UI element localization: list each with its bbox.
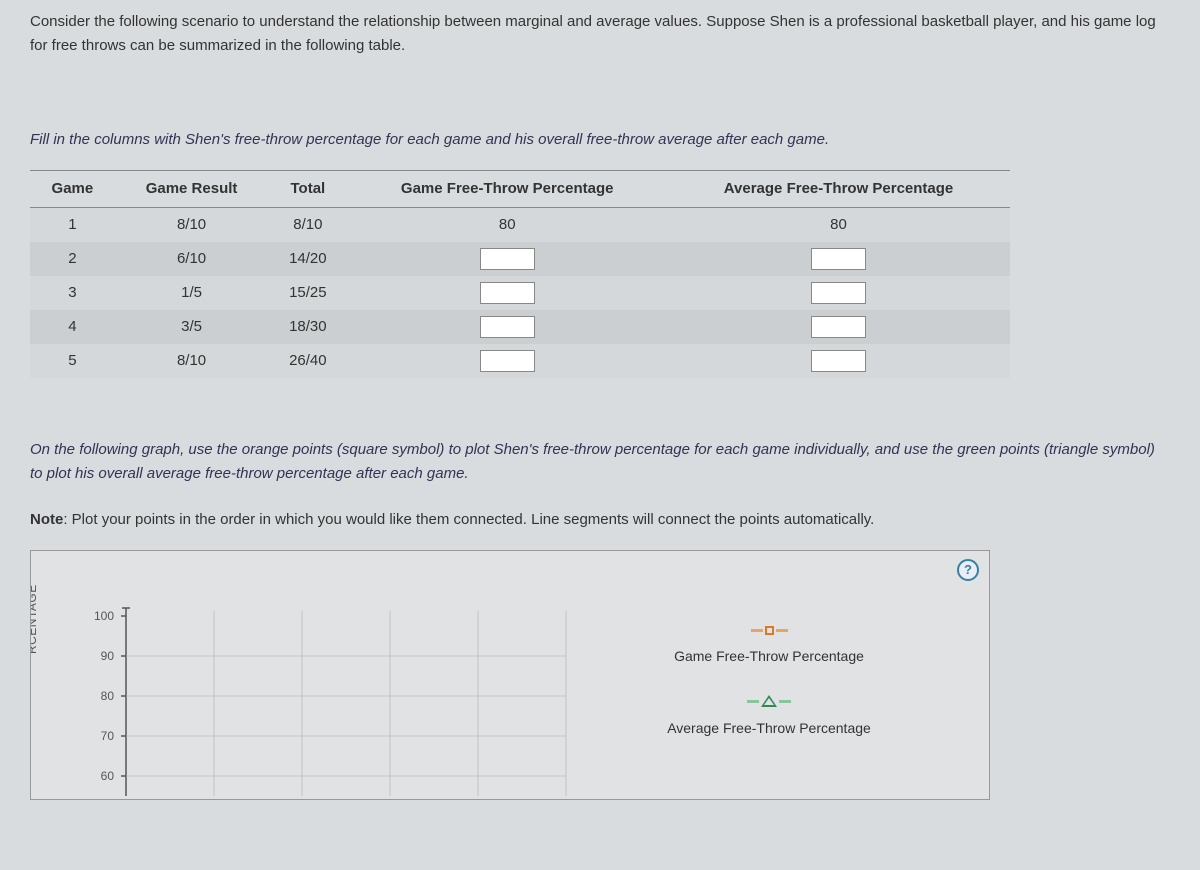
fill-instruction: Fill in the columns with Shen's free-thr… [30,128,1170,152]
avg-pct-input[interactable] [811,350,866,372]
square-icon [765,626,774,635]
game-pct-input[interactable] [480,282,535,304]
plot-note: Note: Plot your points in the order in w… [30,508,1170,532]
free-throw-table: GameGame ResultTotalGame Free-Throw Perc… [30,170,1010,378]
cell-game: 3 [30,276,115,310]
cell-result: 8/10 [115,344,269,378]
table-row: 43/518/30 [30,310,1010,344]
cell-game-pct [347,276,667,310]
column-header: Total [268,171,347,208]
cell-avg-pct [667,242,1010,276]
cell-game: 1 [30,208,115,243]
column-header: Game [30,171,115,208]
cell-game: 5 [30,344,115,378]
help-button[interactable]: ? [957,559,979,581]
game-pct-input[interactable] [480,248,535,270]
note-text: : Plot your points in the order in which… [63,511,874,528]
cell-game: 4 [30,310,115,344]
cell-avg-pct: 80 [667,208,1010,243]
intro-text: Consider the following scenario to under… [30,10,1170,58]
column-header: Game Result [115,171,269,208]
svg-text:100: 100 [94,609,114,623]
legend-series1-symbol[interactable] [619,626,919,635]
column-header: Average Free-Throw Percentage [667,171,1010,208]
cell-avg-pct [667,344,1010,378]
cell-game-pct [347,242,667,276]
game-pct-input[interactable] [480,316,535,338]
svg-text:80: 80 [101,689,115,703]
chart-area[interactable]: 100 90 80 70 60 [31,601,591,799]
cell-result: 8/10 [115,208,269,243]
cell-total: 26/40 [268,344,347,378]
table-row: 58/1026/40 [30,344,1010,378]
cell-total: 18/30 [268,310,347,344]
svg-text:70: 70 [101,729,115,743]
cell-result: 3/5 [115,310,269,344]
avg-pct-input[interactable] [811,282,866,304]
cell-game-pct: 80 [347,208,667,243]
cell-total: 8/10 [268,208,347,243]
triangle-icon [761,695,777,707]
graph-container[interactable]: ? RCENTAGE 10090807060 Game Free-Throw P… [30,550,990,800]
cell-result: 6/10 [115,242,269,276]
cell-game: 2 [30,242,115,276]
svg-text:90: 90 [101,649,115,663]
table-row: 18/108/108080 [30,208,1010,243]
chart-legend[interactable]: Game Free-Throw Percentage Average Free-… [619,626,919,740]
cell-avg-pct [667,276,1010,310]
cell-game-pct [347,310,667,344]
table-row: 31/515/25 [30,276,1010,310]
table-row: 26/1014/20 [30,242,1010,276]
legend-series2-label: Average Free-Throw Percentage [619,717,919,739]
graph-instruction: On the following graph, use the orange p… [30,438,1170,486]
avg-pct-input[interactable] [811,248,866,270]
cell-avg-pct [667,310,1010,344]
cell-total: 14/20 [268,242,347,276]
cell-result: 1/5 [115,276,269,310]
note-label: Note [30,511,63,528]
svg-text:60: 60 [101,769,115,783]
cell-total: 15/25 [268,276,347,310]
avg-pct-input[interactable] [811,316,866,338]
legend-series2-symbol[interactable] [619,695,919,707]
legend-series1-label: Game Free-Throw Percentage [619,645,919,667]
column-header: Game Free-Throw Percentage [347,171,667,208]
cell-game-pct [347,344,667,378]
game-pct-input[interactable] [480,350,535,372]
